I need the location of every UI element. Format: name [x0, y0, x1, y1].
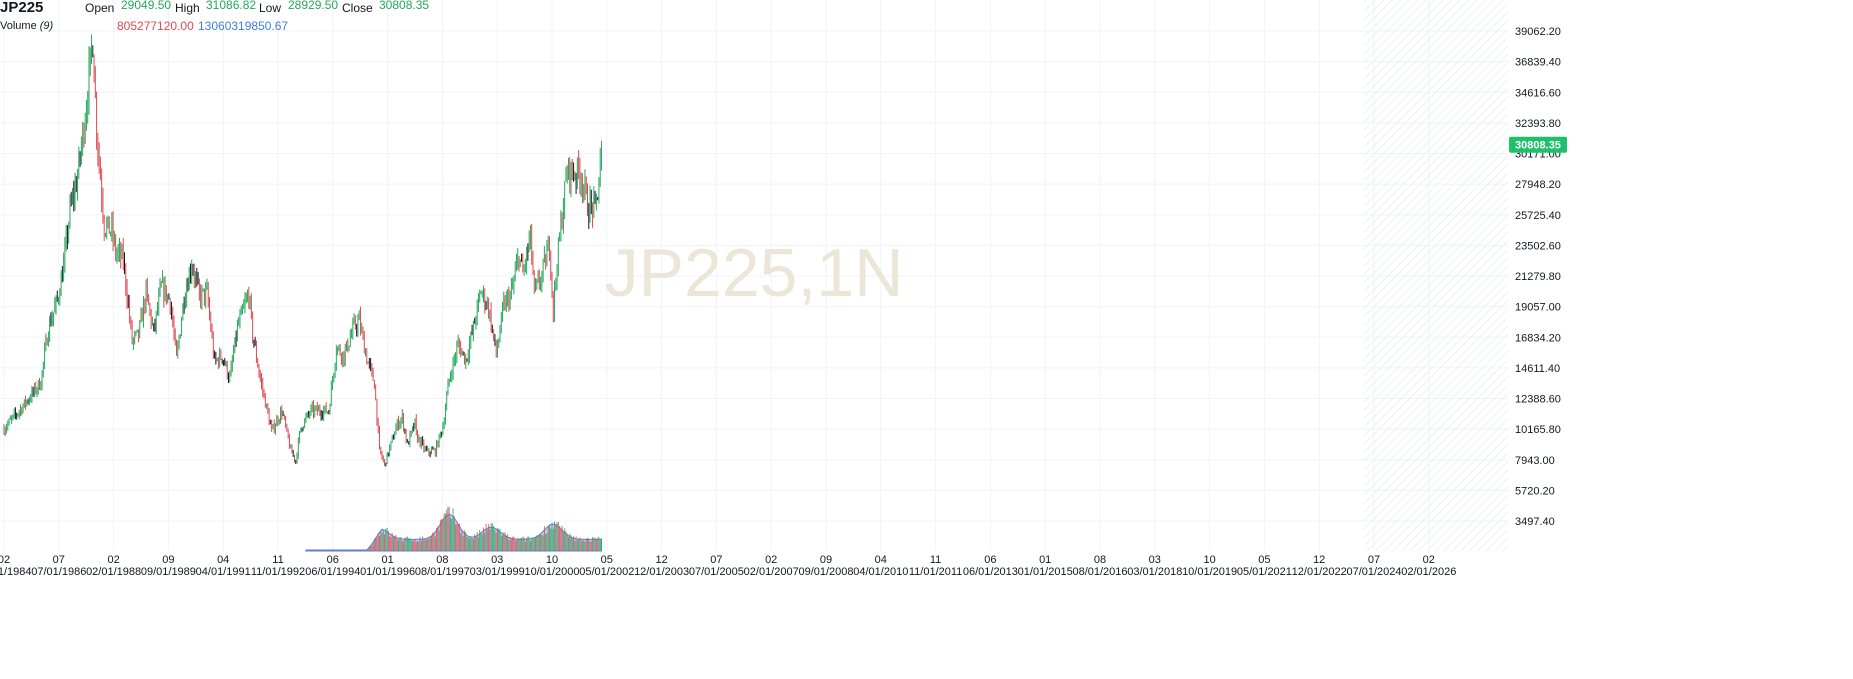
low-value: 28929.50: [288, 0, 339, 12]
x-tick-month: 12: [1313, 554, 1325, 566]
x-tick-date: 10/01/2000: [524, 566, 579, 578]
x-tick-month: 04: [217, 554, 229, 566]
x-tick-date: 10/01/2019: [1182, 566, 1237, 578]
watermark: JP225,1N: [605, 235, 904, 311]
x-tick-date: 05/01/2002: [579, 566, 634, 578]
ohlc-bars: [3, 34, 602, 467]
low-label: Low: [259, 1, 282, 15]
x-tick-month: 12: [655, 554, 667, 566]
y-tick-label: 23502.60: [1515, 240, 1561, 252]
x-tick-month: 07: [53, 554, 65, 566]
x-tick-month: 11: [272, 554, 283, 566]
x-tick-date: 11/01/2011: [909, 566, 962, 578]
x-tick-date: 03/01/2018: [1127, 566, 1182, 578]
x-tick-month: 05: [1258, 554, 1270, 566]
x-tick-month: 09: [162, 554, 174, 566]
x-tick-date: 05/01/2021: [1237, 566, 1292, 578]
x-tick-month: 02: [765, 554, 777, 566]
volume-period: (9): [39, 20, 54, 32]
x-tick-month: 11: [930, 554, 941, 566]
x-tick-date: 04/01/2010: [853, 566, 908, 578]
symbol-title[interactable]: JP225: [0, 0, 44, 16]
y-tick-label: 34616.60: [1515, 87, 1561, 99]
x-tick-date: 09/01/1989: [141, 566, 196, 578]
y-tick-label: 14611.40: [1515, 363, 1560, 375]
x-tick-date: 08/01/1997: [415, 566, 470, 578]
x-tick-month: 03: [491, 554, 503, 566]
x-tick-date: 02/01/1988: [86, 566, 141, 578]
x-tick-month: 09: [820, 554, 832, 566]
y-tick-label: 39062.20: [1515, 26, 1561, 38]
y-tick-label: 16834.20: [1515, 332, 1561, 344]
x-tick-month: 06: [984, 554, 996, 566]
y-tick-label: 7943.00: [1515, 455, 1555, 467]
last-price-badge: 30808.35: [1509, 136, 1567, 153]
x-tick-date: 02/01/2026: [1401, 566, 1456, 578]
volume-label: Volume: [0, 20, 37, 32]
volume-study-title[interactable]: Volume (9): [0, 20, 53, 32]
x-tick-month: 01: [381, 554, 393, 566]
x-tick-month: 08: [1094, 554, 1106, 566]
grid-lines: [0, 0, 1508, 551]
x-tick-date: 01/01/1996: [360, 566, 415, 578]
y-tick-label: 3497.40: [1515, 516, 1555, 528]
x-tick-date: 08/01/2016: [1072, 566, 1127, 578]
x-tick-month: 10: [1203, 554, 1215, 566]
y-tick-label: 19057.00: [1515, 302, 1561, 314]
y-tick-label: 25725.40: [1515, 210, 1561, 222]
x-tick-month: 07: [1368, 554, 1380, 566]
y-tick-label: 12388.60: [1515, 394, 1561, 406]
x-tick-date: 03/01/1999: [470, 566, 525, 578]
price-axis[interactable]: 39062.2036839.4034616.6032393.8030171.00…: [1515, 26, 1561, 528]
y-tick-label: 21279.80: [1515, 271, 1561, 283]
x-tick-month: 01: [1039, 554, 1051, 566]
y-tick-label: 5720.20: [1515, 485, 1555, 497]
x-tick-date: 11/01/1992: [251, 566, 305, 578]
close-label: Close: [342, 1, 373, 15]
x-tick-date: 12/01/2022: [1292, 566, 1347, 578]
high-label: High: [175, 1, 200, 15]
last-price-badge-bg: [1509, 136, 1567, 153]
y-tick-label: 10165.80: [1515, 424, 1561, 436]
future-hatch-area: [1364, 0, 1508, 551]
x-tick-date: 04/01/1991: [196, 566, 251, 578]
x-tick-month: 03: [1149, 554, 1161, 566]
x-tick-month: 05: [601, 554, 613, 566]
volume-value: 805277120.00: [117, 19, 194, 33]
x-tick-date: 02/01/1984: [0, 566, 32, 578]
x-tick-month: 02: [1423, 554, 1435, 566]
x-tick-month: 02: [107, 554, 119, 566]
close-value: 30808.35: [379, 0, 430, 12]
x-tick-month: 08: [436, 554, 448, 566]
volume-pane: [305, 506, 602, 552]
y-tick-label: 36839.40: [1515, 57, 1561, 69]
x-tick-date: 06/01/1994: [305, 566, 360, 578]
x-tick-date: 07/01/2005: [689, 566, 744, 578]
future-hatch: [1364, 0, 1508, 551]
x-tick-month: 04: [875, 554, 887, 566]
last-price-badge-label: 30808.35: [1515, 140, 1561, 152]
high-value: 31086.82: [206, 0, 257, 12]
x-tick-month: 02: [0, 554, 10, 566]
x-tick-month: 10: [546, 554, 558, 566]
x-tick-date: 06/01/2013: [963, 566, 1018, 578]
time-axis[interactable]: 0202/01/19840707/01/19860202/01/19880909…: [0, 554, 1456, 578]
y-tick-label: 27948.20: [1515, 179, 1561, 191]
x-tick-date: 02/01/2007: [744, 566, 799, 578]
x-tick-month: 06: [327, 554, 339, 566]
x-tick-date: 01/01/2015: [1018, 566, 1073, 578]
open-label: Open: [85, 1, 115, 15]
x-tick-date: 07/01/2024: [1346, 566, 1401, 578]
open-value: 29049.50: [121, 0, 172, 12]
volume-ma-value: 13060319850.67: [198, 19, 289, 33]
x-tick-date: 12/01/2003: [634, 566, 689, 578]
x-tick-date: 09/01/2008: [798, 566, 853, 578]
y-tick-label: 32393.80: [1515, 118, 1561, 130]
x-tick-month: 07: [710, 554, 722, 566]
x-tick-date: 07/01/1986: [31, 566, 86, 578]
